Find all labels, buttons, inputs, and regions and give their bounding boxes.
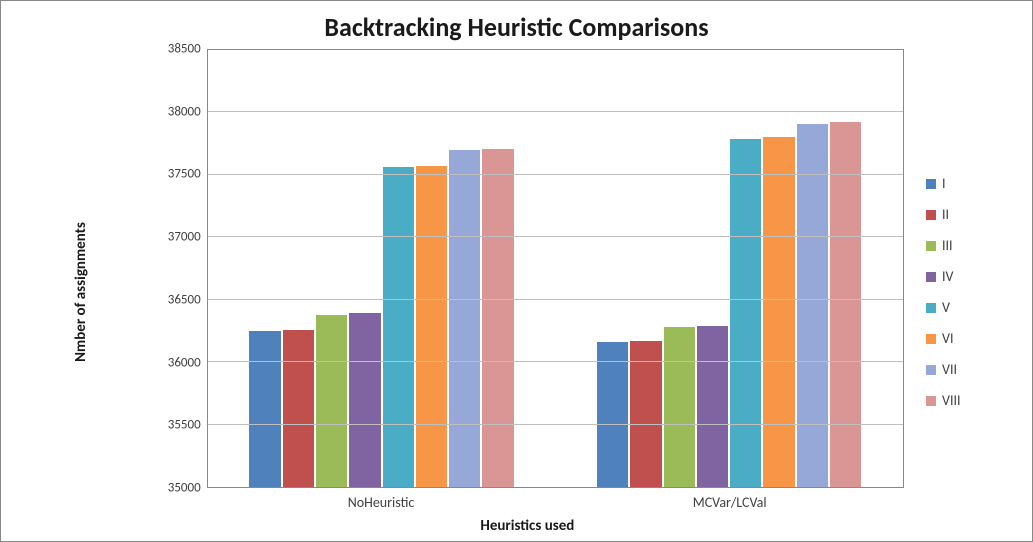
legend-swatch	[926, 241, 936, 251]
plot-area-wrap: 3500035500360003650037000375003800038500	[151, 49, 904, 488]
bar	[797, 124, 828, 487]
x-axis-label: Heuristics used	[151, 517, 904, 535]
bar	[283, 330, 314, 487]
legend-item: VI	[926, 330, 1022, 347]
chart-body: Nmber of assignments 35000 35500 36000 3650…	[11, 49, 1022, 535]
bar	[383, 167, 414, 487]
bar	[249, 331, 280, 487]
bar	[597, 342, 628, 487]
bar	[630, 341, 661, 487]
x-tick-row: NoHeuristicMCVar/LCVal	[207, 488, 904, 511]
y-tick-label: 37000	[168, 230, 201, 245]
bar	[763, 137, 794, 487]
gridline	[208, 174, 903, 175]
y-tick-label: 36000	[168, 355, 201, 370]
legend-item: VIII	[926, 392, 1022, 409]
legend-label: III	[942, 237, 953, 254]
legend-swatch	[926, 272, 936, 282]
legend-swatch	[926, 334, 936, 344]
bar	[349, 313, 380, 487]
gridline	[208, 299, 903, 300]
bar-group	[555, 50, 903, 487]
bar	[316, 315, 347, 487]
legend-swatch	[926, 179, 936, 189]
y-tick-label: 35500	[168, 418, 201, 433]
legend-label: I	[942, 175, 946, 192]
legend-label: VII	[942, 361, 957, 378]
legend-swatch	[926, 396, 936, 406]
legend-item: II	[926, 206, 1022, 223]
gridline	[208, 424, 903, 425]
legend-label: VI	[942, 330, 953, 347]
gridline	[208, 111, 903, 112]
legend-swatch	[926, 210, 936, 220]
plot-column: 3500035500360003650037000375003800038500…	[151, 49, 904, 535]
gridline	[208, 361, 903, 362]
y-tick-label: 36500	[168, 292, 201, 307]
legend-swatch	[926, 365, 936, 375]
y-axis-label-cell: Nmber of assignments	[11, 49, 151, 535]
y-tick-column: 3500035500360003650037000375003800038500	[151, 49, 207, 488]
x-axis-row: NoHeuristicMCVar/LCVal	[151, 488, 904, 511]
y-axis-label: Nmber of assignments	[72, 222, 90, 362]
bar-groups	[208, 50, 903, 487]
legend-item: I	[926, 175, 1022, 192]
legend-label: IV	[942, 268, 953, 285]
legend-item: VII	[926, 361, 1022, 378]
y-tick-label: 35000	[168, 481, 201, 496]
bar-group	[208, 50, 556, 487]
x-tick-label: MCVar/LCVal	[555, 488, 904, 511]
bar	[482, 149, 513, 487]
bar	[730, 139, 761, 487]
chart-title: Backtracking Heuristic Comparisons	[11, 11, 1022, 43]
legend-label: VIII	[942, 392, 961, 409]
bar	[449, 150, 480, 487]
chart-container: Backtracking Heuristic Comparisons Nmber…	[0, 0, 1033, 542]
bar	[830, 122, 861, 487]
legend-label: II	[942, 206, 949, 223]
legend-swatch	[926, 303, 936, 313]
bar	[416, 166, 447, 487]
legend: IIIIIIIVVVIVIIVIII	[904, 49, 1022, 535]
legend-label: V	[942, 299, 950, 316]
bar	[697, 326, 728, 487]
legend-item: V	[926, 299, 1022, 316]
plot-area	[207, 49, 904, 488]
gridline	[208, 236, 903, 237]
y-tick-label: 38500	[168, 42, 201, 57]
y-tick-label: 37500	[168, 167, 201, 182]
bar	[664, 327, 695, 487]
x-tick-label: NoHeuristic	[207, 488, 556, 511]
y-tick-label: 38000	[168, 104, 201, 119]
legend-item: III	[926, 237, 1022, 254]
legend-item: IV	[926, 268, 1022, 285]
